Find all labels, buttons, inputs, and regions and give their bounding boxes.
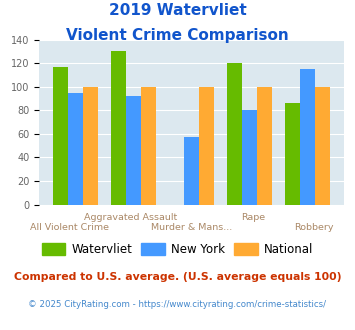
- Bar: [83, 87, 98, 205]
- Text: Murder & Mans...: Murder & Mans...: [151, 223, 232, 232]
- Text: Rape: Rape: [241, 213, 265, 222]
- Text: © 2025 CityRating.com - https://www.cityrating.com/crime-statistics/: © 2025 CityRating.com - https://www.city…: [28, 300, 327, 309]
- Bar: [285, 103, 300, 205]
- Bar: [257, 87, 272, 205]
- Bar: [199, 87, 214, 205]
- Bar: [242, 110, 257, 205]
- Legend: Watervliet, New York, National: Watervliet, New York, National: [37, 239, 318, 261]
- Bar: [315, 87, 331, 205]
- Bar: [53, 67, 68, 205]
- Bar: [184, 137, 199, 205]
- Bar: [68, 93, 83, 205]
- Text: Compared to U.S. average. (U.S. average equals 100): Compared to U.S. average. (U.S. average …: [14, 272, 341, 282]
- Bar: [126, 96, 141, 205]
- Bar: [111, 51, 126, 205]
- Text: All Violent Crime: All Violent Crime: [30, 223, 109, 232]
- Bar: [141, 87, 156, 205]
- Text: Robbery: Robbery: [294, 223, 334, 232]
- Text: 2019 Watervliet: 2019 Watervliet: [109, 3, 246, 18]
- Text: Violent Crime Comparison: Violent Crime Comparison: [66, 28, 289, 43]
- Bar: [227, 63, 242, 205]
- Text: Aggravated Assault: Aggravated Assault: [84, 213, 177, 222]
- Bar: [300, 69, 315, 205]
